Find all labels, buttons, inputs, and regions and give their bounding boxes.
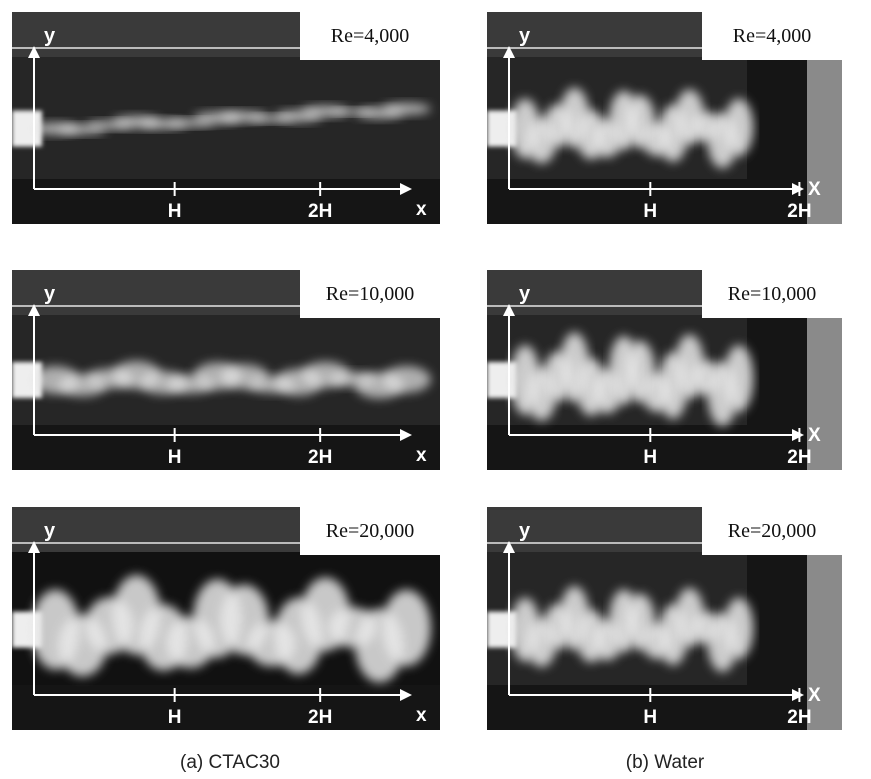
re-label: Re=20,000 [326, 520, 415, 542]
plume [382, 366, 431, 393]
re-label: Re=10,000 [728, 283, 817, 305]
y-label: y [44, 25, 56, 47]
lower-wall [12, 425, 440, 470]
plume [382, 103, 431, 114]
tick-label: H [168, 201, 182, 222]
x-label: x [416, 199, 427, 220]
caption: (a) CTAC30 [80, 752, 380, 774]
plume [724, 598, 754, 659]
y-label: y [519, 283, 531, 305]
y-label: y [519, 520, 531, 542]
photo-panel: Re=4,000 y x H 2H [12, 12, 440, 224]
tick-label: 2H [787, 201, 811, 222]
tick-label: H [168, 707, 182, 728]
tick-label: 2H [787, 707, 811, 728]
tick-label: 2H [787, 447, 811, 468]
tick-label: 2H [308, 447, 332, 468]
lower-wall [12, 179, 440, 224]
re-label: Re=20,000 [728, 520, 817, 542]
x-label: X [808, 425, 821, 446]
photo-panel: Re=20,000 y X H 2H [487, 507, 842, 730]
tick-label: H [168, 447, 182, 468]
photo-panel: Re=4,000 y X H 2H [487, 12, 842, 224]
re-label: Re=4,000 [733, 25, 812, 47]
y-label: y [44, 283, 56, 305]
x-label: X [808, 685, 821, 706]
tick-label: H [643, 707, 657, 728]
x-label: x [416, 705, 427, 726]
plume [724, 99, 754, 156]
figure: (a) CTAC30 (b) Water Re=4,000yxH2HRe=10,… [0, 0, 871, 779]
tick-label: H [643, 201, 657, 222]
plume [724, 345, 754, 412]
y-label: y [44, 520, 56, 542]
re-label: Re=10,000 [326, 283, 415, 305]
tick-label: 2H [308, 707, 332, 728]
photo-panel: Re=10,000 y x H 2H [12, 270, 440, 470]
photo-panel: Re=10,000 y X H 2H [487, 270, 842, 470]
x-label: X [808, 179, 821, 200]
caption: (b) Water [515, 752, 815, 774]
lower-wall [12, 685, 440, 730]
x-label: x [416, 445, 427, 466]
photo-panel: Re=20,000 y x H 2H [12, 507, 440, 730]
re-label: Re=4,000 [331, 25, 410, 47]
plume [382, 590, 431, 666]
tick-label: 2H [308, 201, 332, 222]
tick-label: H [643, 447, 657, 468]
y-label: y [519, 25, 531, 47]
